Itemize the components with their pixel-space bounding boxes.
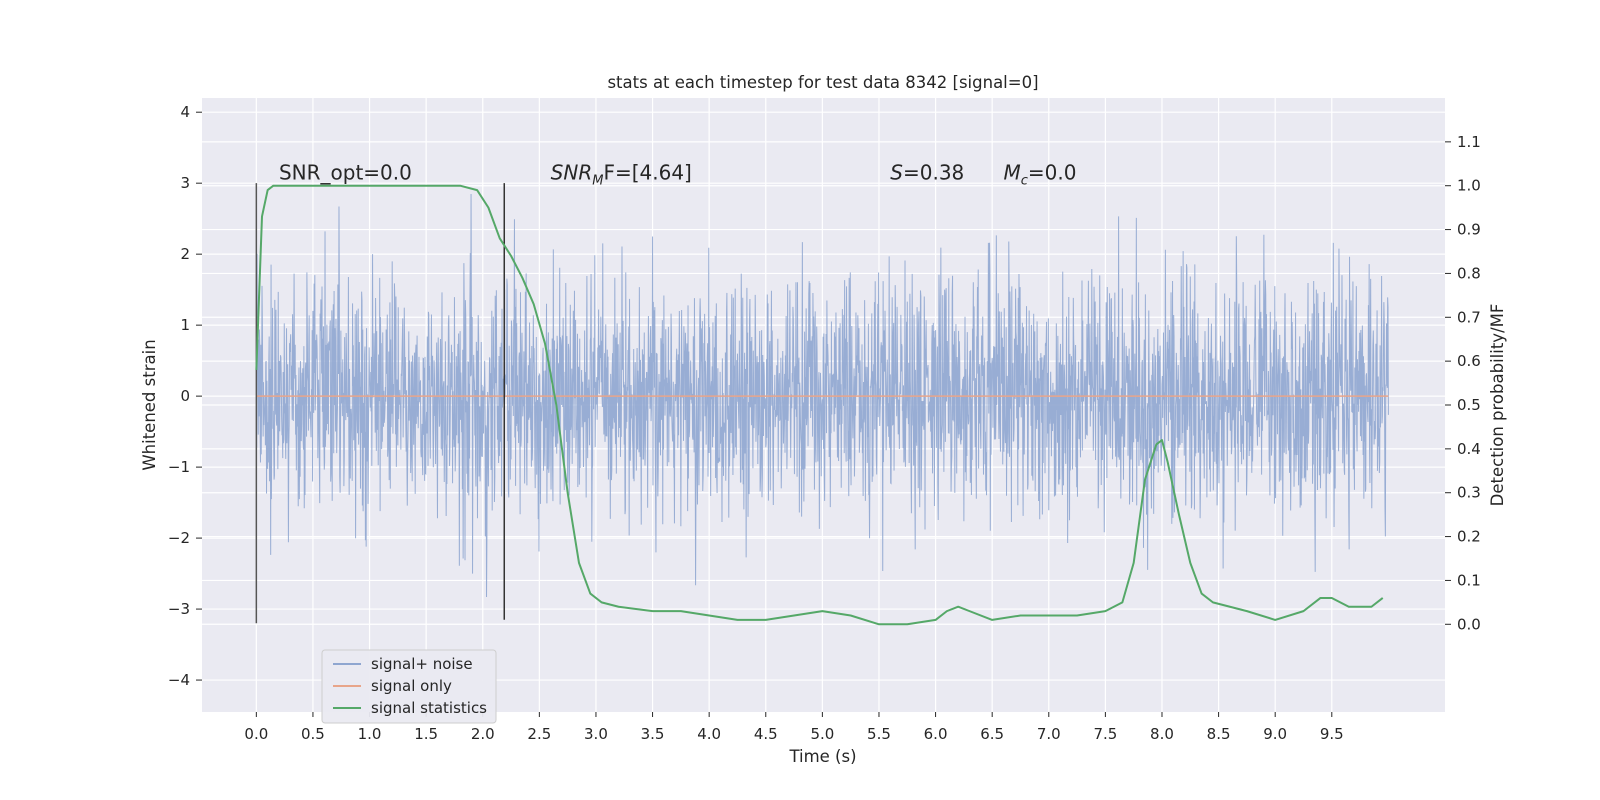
x-tick-label: 4.5 [754,725,778,743]
y2-tick-label: 0.2 [1457,528,1481,546]
x-tick-label: 4.0 [697,725,721,743]
x-tick-label: 5.0 [810,725,834,743]
annotation-mc-subscript: c [1021,174,1028,189]
y2-tick-label: 1.0 [1457,177,1481,195]
y2-tick-label: 0.7 [1457,308,1481,326]
x-tick-label: 7.5 [1093,725,1117,743]
x-tick-label: 8.5 [1207,725,1231,743]
y-tick-label: 3 [180,174,190,192]
annotation-s-value: =0.38 [903,161,964,185]
x-tick-label: 5.5 [867,725,891,743]
line-signal-statistics [255,184,1384,626]
y2-tick-label: 0.6 [1457,352,1481,370]
x-tick-label: 1.0 [358,725,382,743]
y-tick-label: 1 [180,316,190,334]
series-signal-noise [255,193,1389,598]
x-tick-label: 6.0 [924,725,948,743]
x-tick-label: 2.0 [471,725,495,743]
chart-title: stats at each timestep for test data 834… [607,73,1038,92]
x-tick-label: 2.5 [527,725,551,743]
annotation-snr-mf-symbol: SNR [551,161,593,185]
y-tick-label: 4 [180,103,190,121]
y2-tick-label: 0.3 [1457,484,1481,502]
y2-tick-label: 1.1 [1457,133,1481,151]
y-axis-ticks: −4 −3 −2 −1 0 1 2 3 4 [168,103,202,689]
annotation-mc-symbol: M [1003,161,1020,185]
y2-tick-label: 0.1 [1457,571,1481,589]
x-tick-label: 8.0 [1150,725,1174,743]
legend-label-signal-only: signal only [371,677,452,695]
legend: signal+ noise signal only signal statist… [321,649,497,724]
annotation-snr-opt: SNR_opt=0.0 [279,161,412,185]
x-tick-label: 0.5 [301,725,325,743]
y-tick-label: −2 [168,529,190,547]
annotation-snr-mf: SNRMF=[4.64] [551,161,692,189]
y2-axis-ticks: 0.0 0.1 0.2 0.3 0.4 0.5 0.6 0.7 0.8 0.9 1.0 1.1 [1445,133,1481,633]
y2-tick-label: 0.0 [1457,615,1481,633]
annotation-s-stat: S=0.38 [890,161,964,185]
line-signal-noise [255,193,1389,598]
x-tick-label: 0.0 [244,725,268,743]
x-tick-label: 1.5 [414,725,438,743]
y2-tick-label: 0.4 [1457,440,1481,458]
y-tick-label: 0 [180,387,190,405]
y2-axis-label: Detection probability/MF [1488,304,1507,507]
y-tick-label: −3 [168,600,190,618]
grid-lines-x [255,98,1333,712]
x-tick-label: 7.0 [1037,725,1061,743]
annotation-s-symbol: S [890,161,903,185]
x-tick-label: 6.5 [980,725,1004,743]
y-tick-label: −1 [168,458,190,476]
series-signal-statistics [255,184,1384,626]
y2-tick-label: 0.9 [1457,221,1481,239]
annotation-mc: Mc=0.0 [1003,161,1076,189]
annotation-snr-mf-subscript: M [592,174,603,189]
y2-tick-label: 0.8 [1457,264,1481,282]
x-axis-label: Time (s) [788,747,856,766]
y-axis-label: Whitened strain [140,339,159,470]
annotation-snr-mf-value: F=[4.64] [603,161,691,185]
y-tick-label: 2 [180,245,190,263]
legend-label-signal-statistics: signal statistics [371,699,487,717]
annotations: SNR_opt=0.0 SNRMF=[4.64] S=0.38 Mc=0.0 [279,161,1077,189]
x-tick-label: 9.5 [1320,725,1344,743]
x-tick-label: 9.0 [1263,725,1287,743]
x-axis-ticks: 0.0 0.5 1.0 1.5 2.0 2.5 3.0 3.5 4.0 4.5 5.0 5.5 6.0 6… [244,712,1344,743]
y-tick-label: −4 [168,671,190,689]
legend-box [321,649,497,724]
plot-area [202,98,1445,712]
annotation-mc-value: =0.0 [1028,161,1077,185]
legend-label-signal-noise: signal+ noise [371,655,473,673]
x-tick-label: 3.5 [641,725,665,743]
y2-tick-label: 0.5 [1457,396,1481,414]
vertical-markers [255,183,506,624]
x-tick-label: 3.0 [584,725,608,743]
